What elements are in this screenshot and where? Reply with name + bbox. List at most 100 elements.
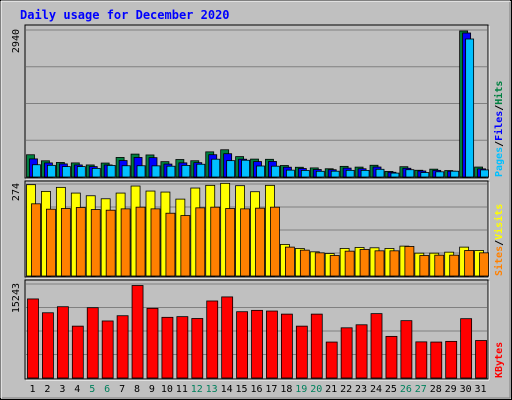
bar-pages <box>301 170 309 177</box>
bar-kbytes <box>461 319 472 378</box>
panel-background <box>25 25 488 178</box>
x-tick-label: 21 <box>325 384 337 395</box>
bar-sites <box>330 256 339 276</box>
bar-sites <box>181 216 190 276</box>
bar-pages <box>33 165 41 177</box>
bar-kbytes <box>386 336 397 378</box>
bar-sites <box>256 208 265 276</box>
bar-pages <box>197 164 205 177</box>
bar-sites <box>345 251 354 276</box>
bar-sites <box>375 251 384 276</box>
bar-sites <box>465 250 474 276</box>
bar-kbytes <box>87 308 98 378</box>
bar-pages <box>481 170 489 177</box>
bar-sites <box>270 207 279 276</box>
bar-kbytes <box>42 313 53 378</box>
bar-pages <box>271 166 279 177</box>
x-tick-label: 2 <box>44 384 50 395</box>
bar-kbytes <box>326 342 337 378</box>
x-tick-label: 8 <box>134 384 140 395</box>
x-tick-label: 13 <box>206 384 218 395</box>
bar-pages <box>466 39 474 177</box>
bar-pages <box>77 167 85 177</box>
bar-pages <box>331 171 339 177</box>
x-tick-label: 29 <box>445 384 457 395</box>
x-tick-label: 25 <box>385 384 397 395</box>
bar-pages <box>47 165 55 177</box>
bar-pages <box>316 171 324 177</box>
bar-pages <box>421 173 429 177</box>
x-tick-label: 9 <box>149 384 155 395</box>
bar-sites <box>241 209 250 276</box>
bar-kbytes <box>281 314 292 378</box>
bar-sites <box>450 255 459 276</box>
y-max-label: 2940 <box>11 29 22 53</box>
bar-kbytes <box>371 314 382 378</box>
legend-entry: KBytes <box>494 342 505 378</box>
bar-sites <box>315 253 324 276</box>
legend: Pages/Files/Hits <box>493 81 505 177</box>
bar-pages <box>257 166 265 177</box>
bar-sites <box>405 246 414 276</box>
bar-kbytes <box>356 325 367 378</box>
bar-kbytes <box>311 314 322 378</box>
bar-pages <box>62 167 70 177</box>
bar-kbytes <box>177 317 188 378</box>
panel-kbytes: 15243 KBytes <box>11 280 505 380</box>
legend: KBytes <box>494 342 505 378</box>
x-tick-label: 6 <box>104 384 110 395</box>
bar-kbytes <box>132 285 143 378</box>
bar-sites <box>121 209 130 276</box>
bar-kbytes <box>252 310 263 378</box>
bar-sites <box>166 213 175 276</box>
bar-sites <box>106 210 115 276</box>
panel-visits-sites: 274Sites/Visits <box>11 181 505 278</box>
bar-pages <box>346 170 354 177</box>
x-tick-label: 30 <box>460 384 472 395</box>
bar-pages <box>137 166 145 177</box>
bar-pages <box>451 171 459 177</box>
x-tick-label: 7 <box>119 384 125 395</box>
x-tick-label: 11 <box>176 384 188 395</box>
bar-kbytes <box>57 307 68 378</box>
bar-kbytes <box>296 326 307 378</box>
bar-pages <box>212 159 220 177</box>
x-tick-label: 26 <box>400 384 412 395</box>
bar-sites <box>360 249 369 276</box>
legend-entry: Sites <box>493 246 505 276</box>
bar-pages <box>361 170 369 177</box>
x-tick-label: 24 <box>370 384 382 395</box>
x-tick-label: 1 <box>29 384 35 395</box>
x-tick-label: 10 <box>161 384 173 395</box>
chart-panels: 2940 Pages/Files/Hits 274Sites/Visits15243… <box>11 25 505 380</box>
bar-kbytes <box>192 318 203 378</box>
x-tick-label: 17 <box>265 384 277 395</box>
bar-kbytes <box>162 317 173 378</box>
bar-sites <box>226 209 235 276</box>
bar-sites <box>136 207 145 276</box>
bar-pages <box>391 173 399 177</box>
bar-kbytes <box>147 308 158 378</box>
bar-kbytes <box>117 316 128 378</box>
bar-kbytes <box>237 312 248 378</box>
x-tick-label: 27 <box>415 384 427 395</box>
x-tick-label: 15 <box>236 384 248 395</box>
bar-kbytes <box>222 297 233 378</box>
legend-entry: Hits <box>493 81 505 105</box>
x-tick-label: 14 <box>221 384 233 395</box>
bar-pages <box>122 166 130 177</box>
bar-sites <box>211 207 220 276</box>
legend-entry: Pages <box>494 147 505 177</box>
x-tick-label: 28 <box>430 384 442 395</box>
bar-pages <box>107 165 115 177</box>
bar-sites <box>285 247 294 276</box>
bar-sites <box>390 251 399 276</box>
x-tick-label: 19 <box>295 384 307 395</box>
bar-sites <box>300 250 309 276</box>
bar-sites <box>196 208 205 276</box>
x-tick-label: 23 <box>355 384 367 395</box>
bar-pages <box>436 172 444 177</box>
bar-sites <box>151 209 160 276</box>
x-tick-label: 3 <box>59 384 65 395</box>
